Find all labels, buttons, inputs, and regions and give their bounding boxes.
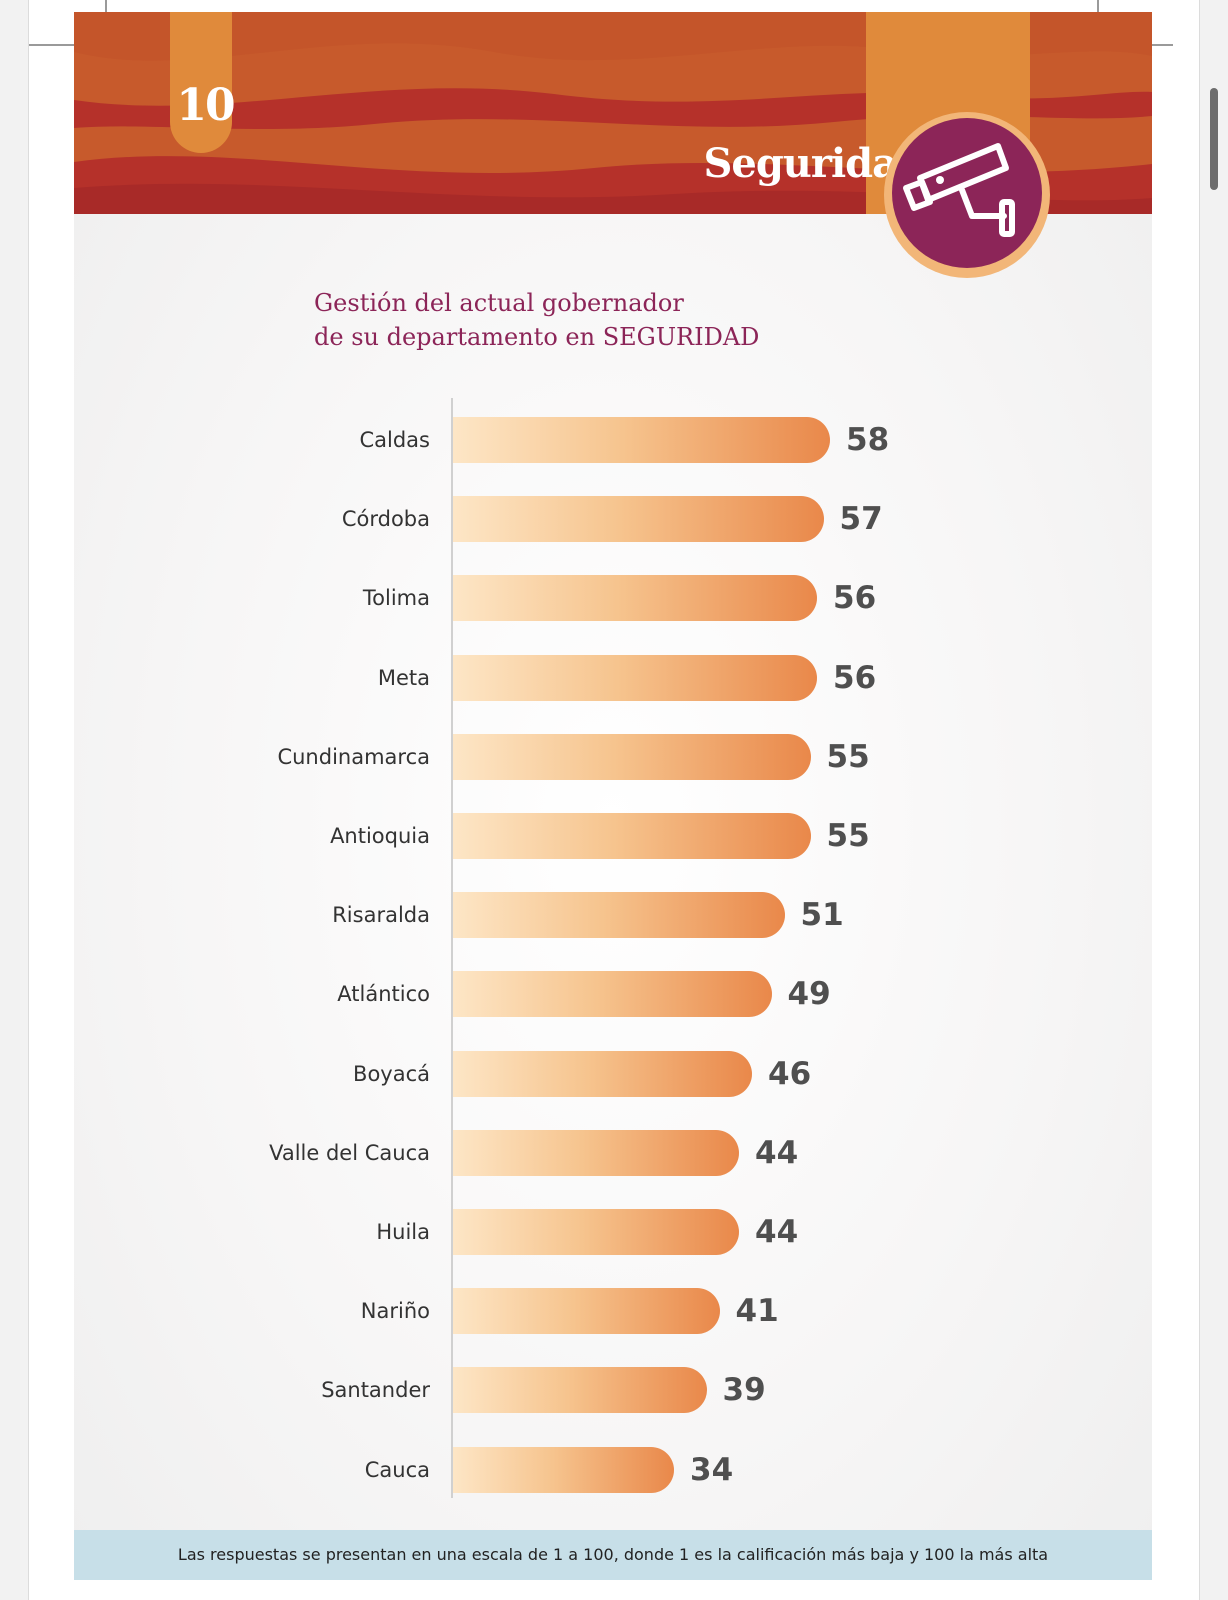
category-label: Boyacá: [353, 1061, 430, 1086]
crop-mark: [29, 44, 91, 46]
category-label: Córdoba: [341, 507, 430, 532]
category-label: Caldas: [359, 428, 430, 452]
bar-value-label: 57: [839, 501, 883, 538]
scrollbar-thumb[interactable]: [1210, 88, 1218, 190]
category-label: Nariño: [360, 1299, 430, 1324]
bar-value-label: 51: [800, 897, 844, 934]
icon-badge: [884, 112, 1050, 278]
category-label: Huila: [376, 1220, 430, 1244]
page-number: 10: [176, 80, 235, 131]
chart-title-line: de su departamento en SEGURIDAD: [314, 323, 760, 351]
bar-value-label: 34: [690, 1451, 734, 1488]
y-axis-line: [451, 398, 453, 1498]
bar: [453, 1446, 674, 1493]
bar-value-label: 46: [768, 1055, 812, 1092]
chart-title-line: Gestión del actual gobernador: [314, 289, 684, 317]
bar: [453, 971, 772, 1018]
bar: [453, 1367, 707, 1414]
bar-value-label: 56: [833, 580, 877, 617]
bar-value-label: 49: [787, 976, 831, 1013]
category-label: Valle del Cauca: [269, 1140, 430, 1165]
security-camera-icon: [903, 143, 1015, 237]
section-title: Seguridad: [703, 140, 925, 187]
bar: [453, 575, 817, 622]
category-label: Meta: [377, 665, 430, 690]
bar-value-label: 56: [833, 659, 877, 696]
bar-value-label: 44: [755, 1214, 799, 1250]
category-label: Cundinamarca: [277, 744, 430, 769]
bar-value-label: 44: [755, 1134, 799, 1171]
category-label: Risaralda: [332, 903, 430, 928]
footnote: Las respuestas se presentan en una escal…: [74, 1530, 1152, 1580]
chart-title: Gestión del actual gobernador de su depa…: [314, 286, 834, 354]
bar: [453, 654, 817, 701]
bar: [453, 813, 811, 859]
bar: [453, 496, 824, 543]
bar: [453, 1129, 739, 1176]
bar: [453, 892, 785, 939]
bar: [453, 1050, 752, 1097]
category-label: Tolima: [362, 586, 430, 611]
badge-circle: [892, 118, 1042, 268]
bar: [453, 1209, 739, 1255]
header-banner: 10 Seguridad: [74, 12, 1152, 214]
category-label: Cauca: [364, 1457, 430, 1482]
bar-value-label: 55: [826, 738, 870, 775]
category-label: Atlántico: [337, 982, 430, 1007]
bar: [453, 417, 830, 463]
infographic: 10 Seguridad Gestión del actual gobernad…: [74, 12, 1152, 1580]
bar-value-label: 39: [722, 1372, 766, 1409]
bar: [453, 1288, 720, 1335]
bar: [453, 733, 811, 780]
category-label: Antioquia: [330, 824, 430, 848]
banner-background: [74, 12, 1152, 214]
category-label: Santander: [321, 1378, 430, 1403]
bar-value-label: 55: [826, 818, 870, 854]
bar-value-label: 58: [846, 422, 890, 458]
bar-value-label: 41: [735, 1293, 779, 1330]
